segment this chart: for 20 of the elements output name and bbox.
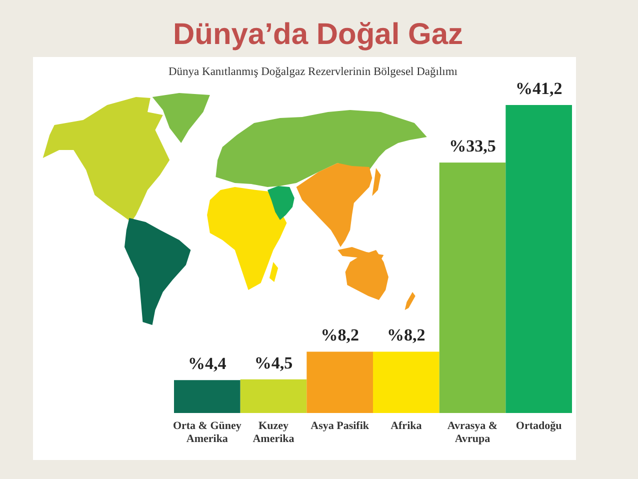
x-tick-label: Afrika: [390, 420, 422, 432]
bar: [439, 162, 506, 413]
data-label: %8,2: [320, 326, 359, 345]
x-tick-label: Orta & Güney Amerika: [172, 420, 242, 445]
data-label: %8,2: [387, 326, 426, 345]
x-tick-label: Kuzey Amerika: [252, 420, 295, 445]
chart-subtitle: Dünya Kanıtlanmış Doğalgaz Rezervlerinin Bölgesel Dağılımı: [168, 66, 458, 78]
bar: [240, 379, 307, 413]
data-label: %33,5: [449, 136, 496, 156]
bar: [506, 105, 572, 413]
data-label: %4,4: [188, 354, 227, 374]
x-tick-label: Ortadoğu: [516, 420, 562, 432]
bar: [174, 380, 240, 413]
bar: [306, 352, 373, 413]
bar: [373, 352, 440, 413]
x-tick-label: Avrasya & Avrupa: [447, 420, 498, 445]
data-label: %41,2: [515, 79, 562, 98]
chart-title: Dünya’da Doğal Gaz: [172, 18, 464, 51]
x-tick-label: Asya Pasifik: [310, 420, 370, 432]
data-label: %4,5: [254, 353, 293, 372]
